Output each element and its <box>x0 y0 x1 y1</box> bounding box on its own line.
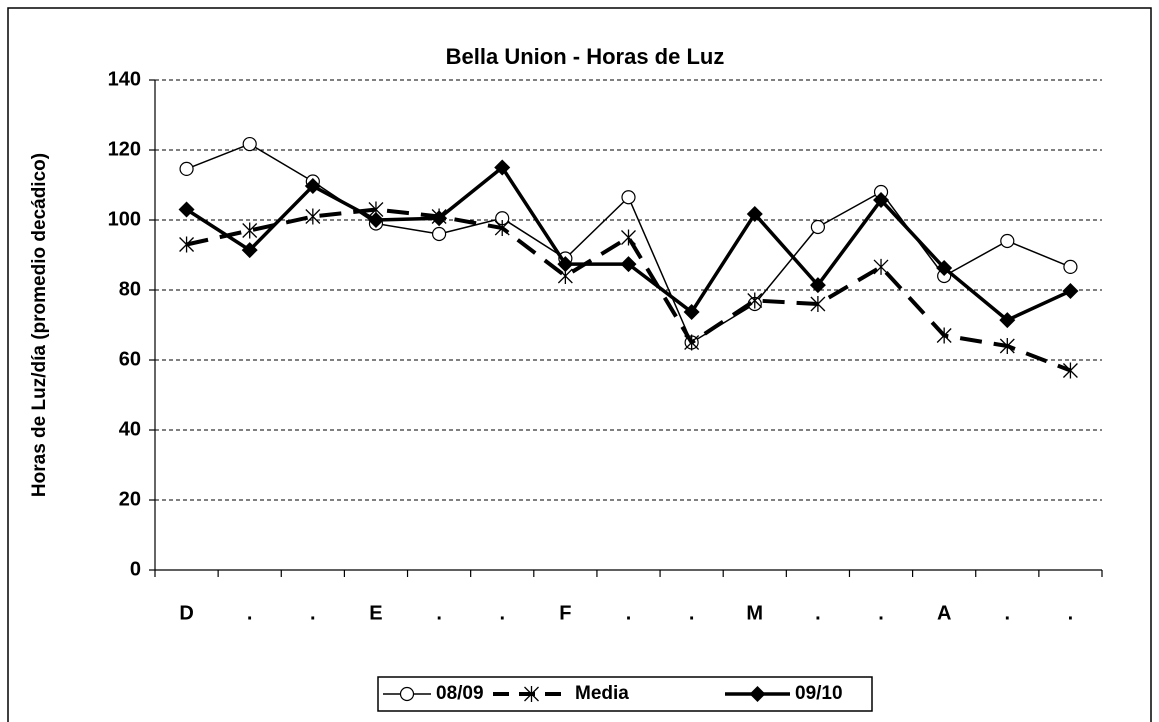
x-tick-label: D <box>179 602 193 624</box>
marker <box>367 212 384 228</box>
marker <box>620 256 637 273</box>
marker <box>999 312 1016 329</box>
y-tick-label: 0 <box>130 558 141 580</box>
x-tick-label: M <box>746 602 763 624</box>
x-tick-label: A <box>937 602 951 624</box>
marker <box>178 201 195 218</box>
y-axis-title: Horas de Luz/día (promedio decádico) <box>29 153 50 497</box>
marker <box>1062 362 1078 379</box>
marker <box>242 136 257 152</box>
chart-title: Bella Union - Horas de Luz <box>446 44 725 69</box>
legend-label: 09/10 <box>795 683 843 704</box>
chart-border <box>7 7 1152 722</box>
marker <box>747 292 763 309</box>
legend-label: Media <box>575 683 629 704</box>
marker <box>873 192 890 209</box>
marker <box>399 686 415 702</box>
x-tick-label: . <box>310 602 316 624</box>
x-tick-label: . <box>436 602 442 624</box>
marker <box>683 304 700 321</box>
legend-label: 08/09 <box>436 683 484 704</box>
x-tick-label: . <box>815 602 821 624</box>
marker <box>1063 259 1078 274</box>
marker <box>746 206 763 223</box>
x-tick-label: . <box>878 602 884 624</box>
y-tick-label: 60 <box>119 348 141 370</box>
marker <box>241 242 258 259</box>
marker <box>304 178 321 195</box>
y-tick-label: 100 <box>108 208 141 230</box>
marker <box>494 220 510 237</box>
series-line <box>186 207 1072 373</box>
x-tick-label: . <box>1068 602 1074 624</box>
marker <box>936 259 953 276</box>
y-tick-label: 140 <box>108 68 141 90</box>
marker <box>179 236 195 253</box>
marker <box>999 338 1015 354</box>
y-tick-label: 80 <box>119 278 141 300</box>
marker <box>810 296 826 312</box>
marker <box>684 334 700 351</box>
y-tick-label: 120 <box>108 138 141 160</box>
x-tick-label: . <box>247 602 253 624</box>
marker <box>809 277 826 294</box>
x-tick-label: . <box>689 602 695 624</box>
marker <box>242 222 258 239</box>
marker <box>936 327 952 344</box>
marker <box>1000 233 1015 249</box>
marker <box>810 219 826 235</box>
x-tick-label: E <box>369 602 382 624</box>
x-tick-label: . <box>499 602 505 624</box>
marker <box>432 226 447 242</box>
marker <box>621 229 636 246</box>
marker <box>305 208 321 225</box>
y-tick-label: 40 <box>119 418 141 440</box>
marker <box>179 161 194 176</box>
marker <box>873 258 889 275</box>
marker <box>431 210 448 227</box>
marker <box>621 190 636 205</box>
marker <box>524 686 539 702</box>
marker <box>494 159 511 176</box>
marker <box>557 256 574 273</box>
marker <box>749 686 766 702</box>
x-tick-label: . <box>626 602 632 624</box>
x-tick-label: F <box>559 602 571 624</box>
y-tick-label: 20 <box>119 488 141 510</box>
marker <box>1062 283 1079 300</box>
x-tick-label: . <box>1005 602 1011 624</box>
